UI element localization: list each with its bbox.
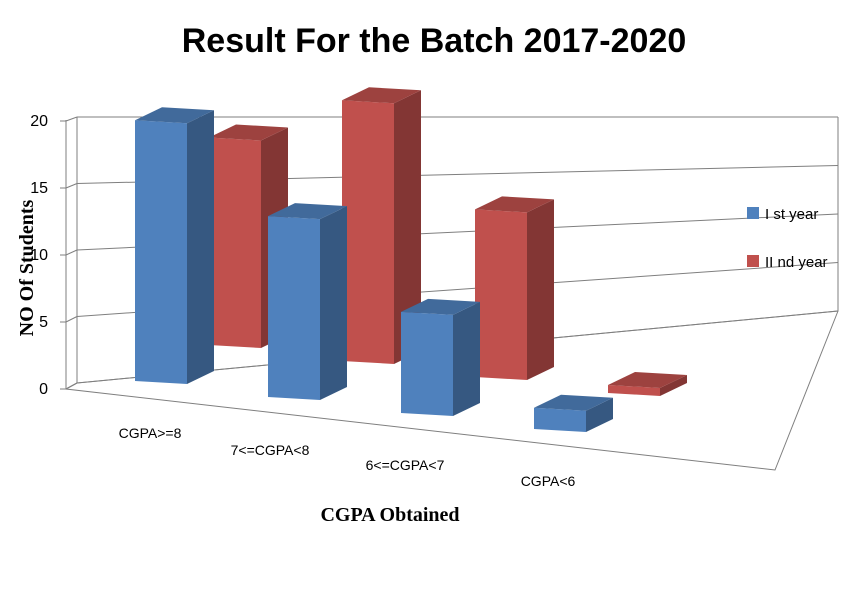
x-category-label: CGPA<6 <box>521 473 576 489</box>
chart-title: Result For the Batch 2017-2020 <box>182 22 687 60</box>
side-gridline <box>65 316 78 323</box>
y-axis-ticks: 0 5 10 15 20 <box>30 113 48 398</box>
y-tick-label: 15 <box>30 180 48 197</box>
bar-first-year-0 <box>135 107 214 385</box>
x-category-label: 6<=CGPA<7 <box>366 457 445 473</box>
bar-first-year-2 <box>401 298 480 416</box>
x-category-label: 7<=CGPA<8 <box>231 442 310 458</box>
bar-first-year-1 <box>268 203 347 400</box>
bar-first-year-3 <box>534 394 613 432</box>
x-axis-title: CGPA Obtained <box>320 504 459 526</box>
y-tick-label: 0 <box>39 381 48 398</box>
side-gridline <box>65 183 78 189</box>
legend-swatch <box>747 207 759 219</box>
y-tick-label: 20 <box>30 113 48 130</box>
bar-second-year-1 <box>342 87 421 365</box>
legend: I st year II nd year <box>747 206 828 271</box>
y-tick-label: 10 <box>30 247 48 264</box>
x-category-label: CGPA>=8 <box>119 425 182 441</box>
legend-swatch <box>747 255 759 267</box>
side-gridline <box>65 382 78 390</box>
bar-second-year-2 <box>475 196 554 380</box>
legend-label: II nd year <box>765 254 828 271</box>
side-gridline <box>65 249 78 256</box>
bars <box>135 87 687 432</box>
x-axis-labels: CGPA>=8 7<=CGPA<8 6<=CGPA<7 CGPA<6 <box>119 425 576 489</box>
y-tick-label: 5 <box>39 314 48 331</box>
side-gridline <box>65 116 78 122</box>
y-axis-title: NO Of Students <box>16 199 38 336</box>
bar-second-year-3 <box>608 372 687 396</box>
legend-label: I st year <box>765 206 818 223</box>
